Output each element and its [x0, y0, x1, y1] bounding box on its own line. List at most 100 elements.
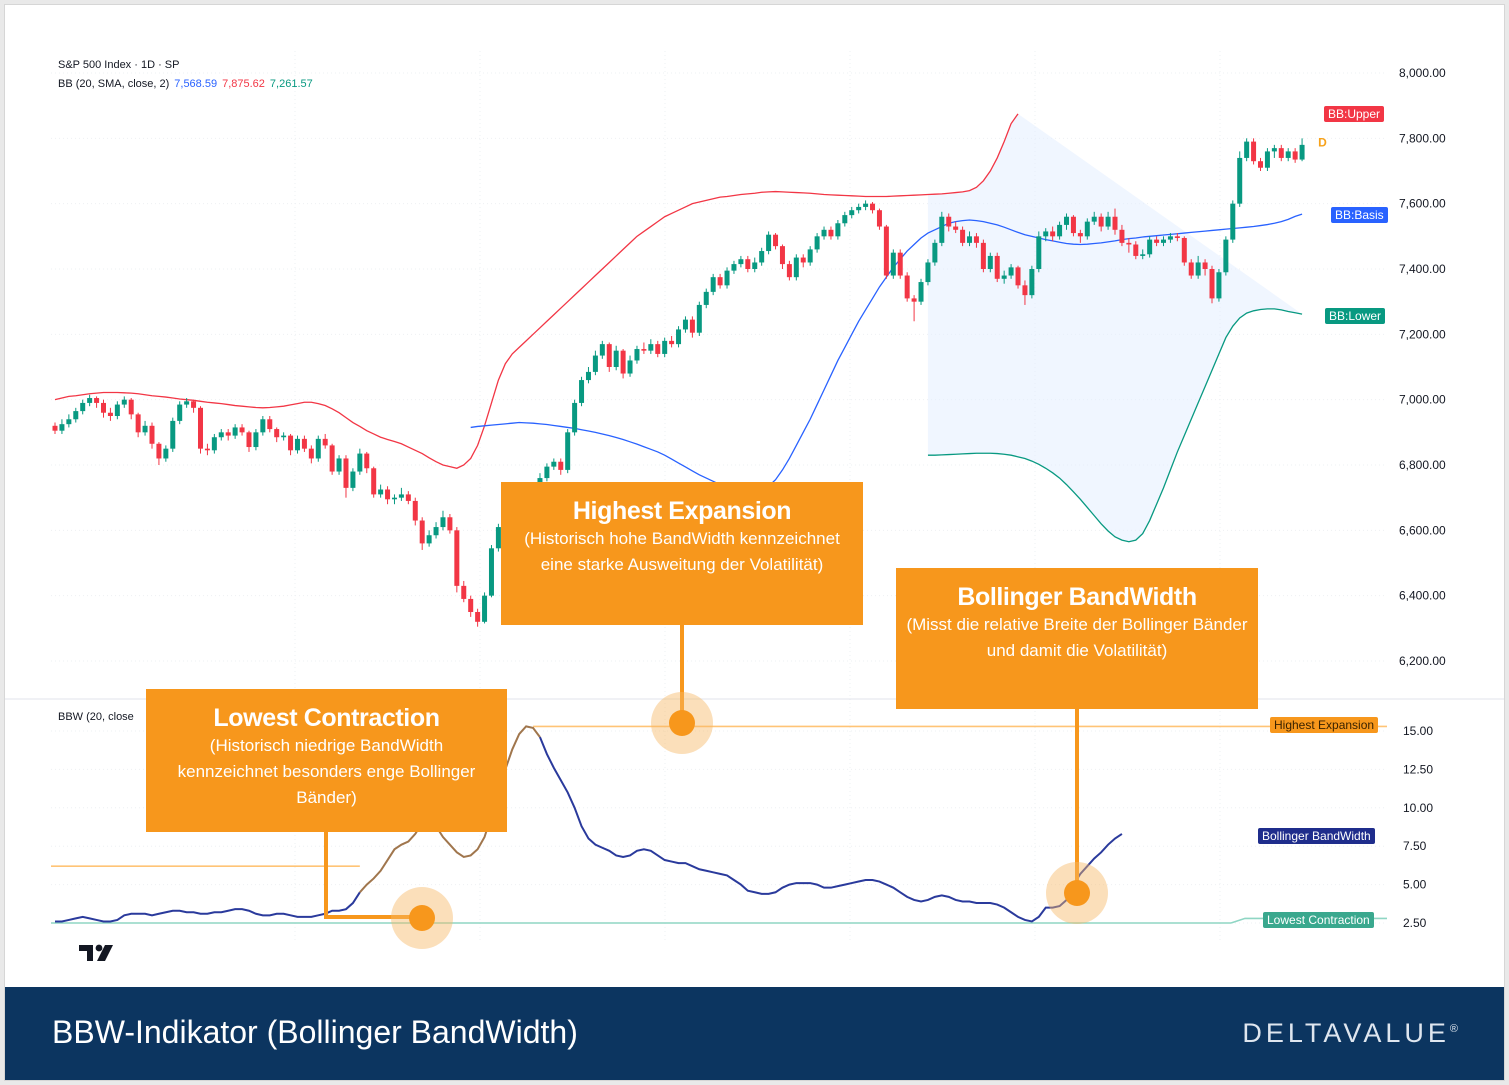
candle-body [495, 527, 501, 549]
candle-body [717, 277, 723, 286]
candle-body [1264, 151, 1270, 168]
candle-body [1029, 269, 1035, 296]
tag-bb-lower: BB:Lower [1325, 308, 1386, 324]
candle-body [870, 203, 876, 211]
bbw-tick-label: 2.50 [1403, 916, 1427, 930]
bbw-tick-label: 12.50 [1403, 762, 1433, 776]
candle-body [572, 402, 578, 433]
chart-frame: 8,000.00 7,800.00 7,600.00 7,400.00 7,200.00… [4, 4, 1505, 1081]
candle-body [911, 298, 917, 302]
candle-body [551, 461, 557, 467]
candle-body [225, 432, 231, 436]
candle-body [405, 494, 411, 501]
candle-body [66, 419, 72, 425]
candle-body [1084, 221, 1090, 237]
deltavalue-logo: DELTAVALUE® [1242, 1018, 1458, 1049]
candle-body [641, 349, 647, 351]
candle-body [773, 234, 779, 247]
candle-body [1070, 216, 1076, 234]
candle-body [842, 215, 848, 224]
candle-body [953, 226, 959, 230]
candle-body [336, 458, 342, 472]
candle-body [94, 398, 100, 403]
candle-body [606, 344, 612, 367]
candle-body [994, 255, 1000, 279]
candle-body [1271, 148, 1277, 152]
candle-body [288, 435, 294, 451]
candle-body [558, 461, 564, 470]
price-tick-label: 7,600.00 [1399, 197, 1446, 211]
candle-body [440, 517, 446, 528]
candle-body [932, 242, 938, 263]
candle-body [87, 398, 93, 403]
candle-body [613, 350, 619, 367]
candle-body [114, 404, 120, 416]
candle-body [218, 432, 224, 438]
candle-body [1098, 216, 1104, 227]
candle-body [1022, 285, 1028, 296]
marker-dot [669, 710, 695, 736]
candle-body [239, 427, 245, 433]
candle-body [1299, 144, 1305, 160]
candle-body [80, 402, 86, 412]
candle-body [253, 432, 259, 448]
candle-body [745, 259, 751, 269]
candle-body [925, 262, 931, 283]
candle-body [682, 319, 688, 330]
candle-body [1285, 151, 1291, 158]
candle-body [821, 229, 827, 237]
deltavalue-logo-text: DELTAVALUE [1242, 1018, 1450, 1048]
candle-body [703, 291, 709, 305]
candle-body [1174, 236, 1180, 238]
candle-body [315, 438, 321, 459]
candle-body [627, 360, 633, 374]
candle-body [876, 210, 882, 227]
bbw-tick-label: 5.00 [1403, 878, 1427, 892]
candle-body [1015, 267, 1021, 286]
candle-body [1209, 269, 1215, 299]
candle-body [419, 520, 425, 544]
candle-body [1050, 231, 1056, 237]
candle-body [107, 412, 113, 416]
candle-body [939, 216, 945, 243]
candle-body [488, 548, 494, 596]
candle-body [260, 419, 266, 433]
tag-bb-basis: BB:Basis [1331, 207, 1388, 223]
candle-body [1119, 229, 1125, 243]
candle-body [100, 402, 106, 413]
price-tick-label: 7,000.00 [1399, 393, 1446, 407]
candle-body [960, 229, 966, 243]
candle-body [364, 453, 370, 469]
candle-body [1001, 275, 1007, 279]
tag-bollinger-bandwidth: Bollinger BandWidth [1258, 828, 1375, 844]
candle-body [1036, 236, 1042, 269]
candle-body [378, 489, 384, 495]
candle-body [655, 344, 661, 354]
price-tick-label: 7,400.00 [1399, 262, 1446, 276]
candle-body [980, 242, 986, 269]
candle-body [163, 448, 169, 459]
candle-body [738, 259, 744, 265]
candle-body [1091, 216, 1097, 222]
candle-body [1167, 236, 1173, 240]
bbw-tick-label: 15.00 [1403, 724, 1433, 738]
candle-body [689, 319, 695, 333]
candle-body [918, 282, 924, 302]
candle-body [454, 530, 460, 586]
candle-body [648, 344, 654, 351]
candle-body [1216, 272, 1222, 299]
candle-body [1278, 148, 1284, 158]
candle-body [461, 585, 467, 599]
candle-body [128, 399, 134, 415]
candle-body [468, 598, 474, 612]
candle-body [731, 264, 737, 271]
candle-body [329, 445, 335, 472]
candle-body [1064, 216, 1070, 225]
callout-highest-title: Highest Expansion [572, 497, 792, 525]
footer-title: BBW-Indikator (Bollinger BandWidth) [52, 1014, 578, 1050]
price-tick-label: 8,000.00 [1399, 66, 1446, 80]
candle-body [1161, 239, 1167, 243]
candle-body [669, 340, 675, 345]
tag-highest-expansion: Highest Expansion [1270, 717, 1379, 733]
price-tick-label: 6,400.00 [1399, 589, 1446, 603]
